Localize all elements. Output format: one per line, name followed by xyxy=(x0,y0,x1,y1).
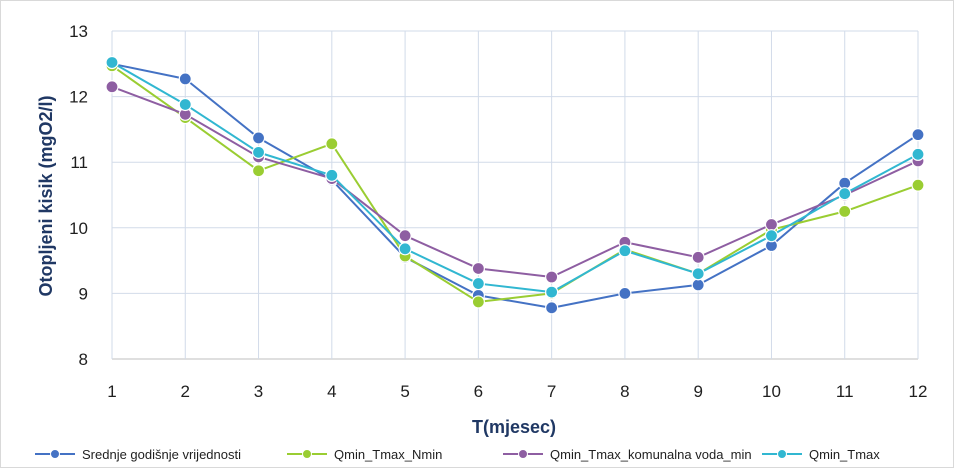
legend-marker xyxy=(518,449,528,459)
data-point xyxy=(764,217,779,232)
y-tick-label: 13 xyxy=(69,22,88,41)
legend-item: Qmin_Tmax_Nmin xyxy=(287,447,442,462)
data-point xyxy=(838,187,852,201)
legend-label: Srednje godišnje vrijednosti xyxy=(82,447,241,462)
legend: Srednje godišnje vrijednosti Qmin_Tmax_Nm… xyxy=(35,447,880,462)
data-point xyxy=(911,128,925,142)
data-point xyxy=(178,72,192,86)
data-point xyxy=(178,97,192,112)
legend-item: Qmin_Tmax_komunalna voda_min xyxy=(503,447,752,462)
series-layer xyxy=(105,55,925,315)
x-tick-label: 1 xyxy=(107,382,116,401)
y-tick-label: 12 xyxy=(69,88,88,107)
series-line xyxy=(111,64,919,303)
gridlines xyxy=(111,30,919,360)
data-point xyxy=(764,229,779,243)
y-tick-label: 11 xyxy=(70,153,88,172)
x-tick-label: 3 xyxy=(254,382,263,401)
x-tick-label: 2 xyxy=(181,382,190,401)
x-tick-label: 6 xyxy=(474,382,483,401)
x-tick-label: 7 xyxy=(547,382,556,401)
x-tick-label: 9 xyxy=(693,382,702,401)
data-point xyxy=(105,55,119,70)
data-point xyxy=(251,164,266,178)
data-point xyxy=(325,168,339,182)
legend-label: Qmin_Tmax xyxy=(809,447,880,462)
data-point xyxy=(911,178,925,192)
legend-label: Qmin_Tmax_komunalna voda_min xyxy=(550,447,752,462)
data-point xyxy=(545,270,559,284)
legend-marker xyxy=(302,449,312,459)
x-tick-label: 10 xyxy=(762,382,781,401)
x-tick-label: 8 xyxy=(620,382,629,401)
data-point xyxy=(545,301,559,315)
data-point xyxy=(325,137,339,151)
data-point xyxy=(398,229,412,243)
y-tick-label: 9 xyxy=(79,284,88,303)
x-tick-label: 12 xyxy=(909,382,928,401)
data-point xyxy=(398,242,412,256)
legend-marker xyxy=(777,449,787,459)
legend-marker xyxy=(50,449,60,459)
y-tick-labels: 8 9 10 11 12 13 xyxy=(69,22,88,369)
data-point xyxy=(251,145,266,159)
data-point xyxy=(618,244,632,258)
data-point xyxy=(691,278,705,292)
x-tick-label: 11 xyxy=(836,382,854,401)
data-point xyxy=(838,204,852,218)
x-tick-label: 4 xyxy=(327,382,336,401)
data-point xyxy=(105,80,119,94)
data-point xyxy=(618,286,632,300)
x-axis-title: T(mjesec) xyxy=(472,417,556,437)
legend-item: Srednje godišnje vrijednosti xyxy=(35,447,241,462)
x-tick-labels: 1 2 3 4 5 6 7 8 9 10 11 12 xyxy=(107,382,927,401)
data-point xyxy=(251,131,266,145)
legend-item: Qmin_Tmax xyxy=(762,447,880,462)
y-tick-label: 10 xyxy=(69,219,88,238)
data-point xyxy=(545,285,559,299)
y-axis-title: Otopljeni kisik (mgO2/l) xyxy=(36,95,56,296)
data-point xyxy=(911,147,925,161)
series-line xyxy=(111,61,919,294)
data-point xyxy=(691,267,705,281)
series-line xyxy=(111,85,919,278)
data-point xyxy=(471,295,485,309)
data-point xyxy=(471,276,485,291)
x-tick-label: 5 xyxy=(400,382,409,401)
legend-label: Qmin_Tmax_Nmin xyxy=(334,447,442,462)
series-4 xyxy=(105,55,925,299)
series-line xyxy=(111,62,919,309)
data-point xyxy=(691,250,705,264)
data-point xyxy=(471,261,485,276)
y-tick-label: 8 xyxy=(79,350,88,369)
